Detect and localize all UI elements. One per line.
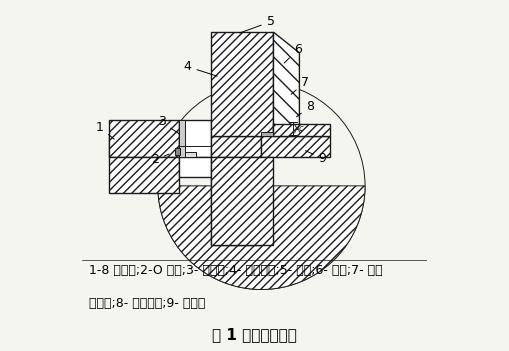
Bar — [179, 120, 185, 157]
Bar — [175, 148, 180, 155]
Bar — [109, 120, 179, 157]
Bar — [262, 136, 330, 157]
Text: 9: 9 — [305, 151, 326, 165]
Text: 5: 5 — [240, 15, 274, 33]
Text: 4: 4 — [184, 60, 217, 76]
Bar — [179, 157, 211, 177]
Bar — [211, 157, 262, 245]
Text: 密封圈;8- 内抛油环;9- 轧辊轴: 密封圈;8- 内抛油环;9- 轧辊轴 — [89, 297, 205, 310]
Bar — [211, 32, 273, 136]
Text: c: c — [299, 124, 303, 133]
Bar — [185, 152, 196, 157]
Text: 6: 6 — [284, 43, 302, 63]
Text: 1: 1 — [96, 121, 114, 139]
Text: 1-8 字面板;2-O 型圈;3- 密封板;4- 外抛油环;5- 辊环;6- 锥套;7- 双唇: 1-8 字面板;2-O 型圈;3- 密封板;4- 外抛油环;5- 辊环;6- 锥… — [89, 264, 382, 277]
Text: 7: 7 — [291, 76, 309, 94]
Polygon shape — [158, 186, 365, 290]
Text: 2: 2 — [151, 153, 169, 166]
Bar — [211, 136, 262, 157]
Text: 图 1 辊箱密封结构: 图 1 辊箱密封结构 — [212, 327, 297, 342]
Text: 3: 3 — [158, 115, 180, 134]
Bar — [211, 157, 273, 245]
Bar — [262, 132, 273, 136]
Polygon shape — [109, 157, 179, 193]
Bar — [179, 120, 211, 157]
Text: 8: 8 — [296, 100, 315, 117]
Bar — [273, 124, 330, 136]
Polygon shape — [273, 32, 299, 136]
Bar — [109, 136, 179, 157]
